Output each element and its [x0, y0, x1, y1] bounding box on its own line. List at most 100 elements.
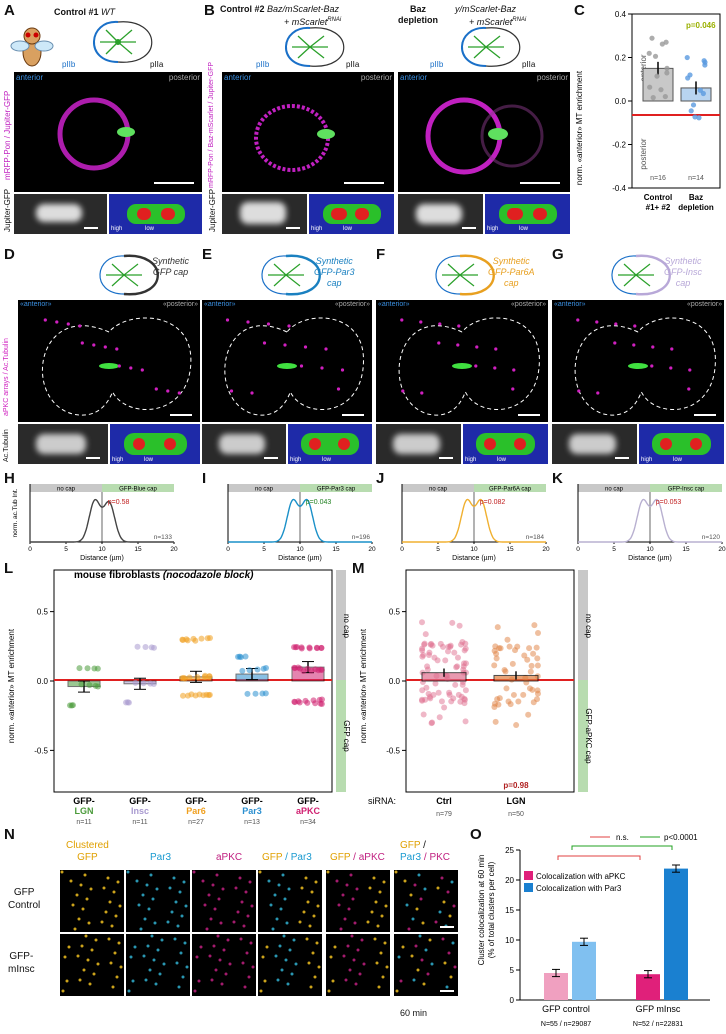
cluster-dot [440, 876, 444, 880]
cap-label-d: Synthetic GFP cap [152, 256, 189, 278]
p-value: p=0.053 [656, 499, 682, 506]
n-tile [126, 870, 190, 932]
chart-l-point [312, 666, 319, 673]
chart-o-ticklabel: 0 [510, 996, 515, 1005]
cluster-dot [381, 975, 385, 979]
chart-l-point [254, 666, 261, 673]
cap-label-line: GFP cap [152, 267, 189, 277]
chart-l-point [150, 680, 157, 687]
x-ticklabel: 10 [470, 546, 478, 553]
chart-m-point [526, 645, 533, 652]
x-ticklabel: 0 [226, 546, 230, 553]
chart-l-point [92, 682, 99, 689]
apkc-dot [438, 322, 442, 326]
x-label: Distance (µm) [452, 555, 496, 562]
chart-m-point [452, 681, 459, 688]
chart-c-point [684, 54, 690, 61]
chart-c-point [647, 84, 653, 90]
chart-h: no cap GFP-Blue cap 0 5 10 15 20 p=0.58 n=133 Dis… [12, 484, 178, 562]
cluster-dot [407, 927, 411, 931]
chart-m-point [514, 643, 521, 650]
cluster-dot [281, 873, 285, 877]
x-ticklabel: 5 [436, 546, 440, 553]
cluster-dot [246, 914, 250, 918]
chart-o-leg1-swatch [524, 871, 533, 880]
cluster-dot [446, 890, 450, 894]
apkc-dot [78, 324, 82, 328]
x-ticklabel: 0 [400, 546, 404, 553]
chart-c-point [701, 58, 707, 64]
apkc-dot [115, 347, 119, 351]
zoom-signal [569, 434, 616, 454]
panel-letter-l: L [4, 560, 14, 577]
cluster-dot [286, 982, 290, 986]
anterior-label: «anterior» [204, 301, 236, 308]
spindle-line [447, 263, 461, 276]
n-tile [60, 870, 124, 932]
cluster-dot [234, 886, 238, 890]
cluster-dot [76, 954, 80, 958]
cluster-dot [418, 934, 422, 938]
cluster-dot [339, 927, 343, 931]
chart-o-bar [572, 941, 596, 1000]
spindle-line [623, 274, 637, 287]
cluster-dot [199, 945, 203, 949]
cluster-dot [142, 954, 146, 958]
diagram-left [435, 255, 461, 295]
cluster-dot [222, 948, 226, 952]
chart-c-n1: n=16 [650, 175, 666, 182]
cluster-dot [348, 968, 352, 972]
cluster-dot [314, 880, 318, 884]
chart-m-point [513, 722, 520, 729]
chart-l-point [142, 644, 149, 651]
cluster-dot [261, 955, 265, 959]
diagram-left [261, 255, 287, 295]
panel-letter-f: F [376, 246, 386, 263]
cluster-dot [81, 907, 85, 911]
chart-l-point [317, 666, 324, 673]
spindle-signal [452, 363, 472, 369]
x-ticklabel: 5 [262, 546, 266, 553]
chart-c-point [646, 50, 652, 56]
cluster-dot [145, 883, 149, 887]
diagram-cap [635, 254, 671, 296]
chart-c-ylabel: norm. «anterior» MT enrichment [575, 70, 584, 185]
cluster-dot [154, 982, 158, 986]
chart-l-cat: GFP- [185, 796, 207, 806]
cluster-dot [104, 910, 108, 914]
chart-m-point [506, 643, 513, 650]
cluster-dot [75, 893, 79, 897]
cluster-dot [170, 910, 174, 914]
cluster-dot [360, 938, 364, 942]
chart-l-cat2: Insc [131, 806, 149, 816]
cap-label-line: Synthetic [664, 256, 702, 266]
chart-m-point [420, 711, 427, 718]
chart-o-bar [664, 868, 688, 1000]
cluster-dot [244, 890, 248, 894]
micrograph-g: «anterior» «posterior» [552, 300, 724, 422]
x-label: Distance (µm) [628, 555, 672, 562]
posterior-label: «posterior» [510, 301, 546, 308]
cluster-dot [175, 961, 179, 965]
cluster-dot [352, 958, 356, 962]
scale-bar [170, 414, 192, 416]
cluster-dot [143, 917, 147, 921]
chart-c: norm. «anterior» MT enrichment 0.4 0.2 0.0… [575, 10, 721, 212]
cluster-dot [80, 944, 84, 948]
cluster-dot [150, 934, 154, 938]
chart-m-point [419, 687, 426, 694]
cluster-dot [279, 907, 283, 911]
heat-low: low [497, 457, 507, 463]
x-ticklabel: 10 [646, 546, 654, 553]
cluster-dot [195, 955, 199, 959]
anterior-label: «anterior» [554, 301, 586, 308]
channel-label-d: aPKC arrays / Ac.Tubulin [3, 338, 10, 416]
chart-c-point [649, 35, 655, 41]
chart-m-point [419, 653, 426, 660]
chart-l-point [68, 702, 75, 709]
apkc-dot [651, 345, 655, 349]
chart-l-cat: GFP- [129, 796, 151, 806]
chart-m-point [432, 680, 439, 687]
cap-label-line: cap [504, 278, 519, 288]
chart-l-point [134, 643, 141, 650]
